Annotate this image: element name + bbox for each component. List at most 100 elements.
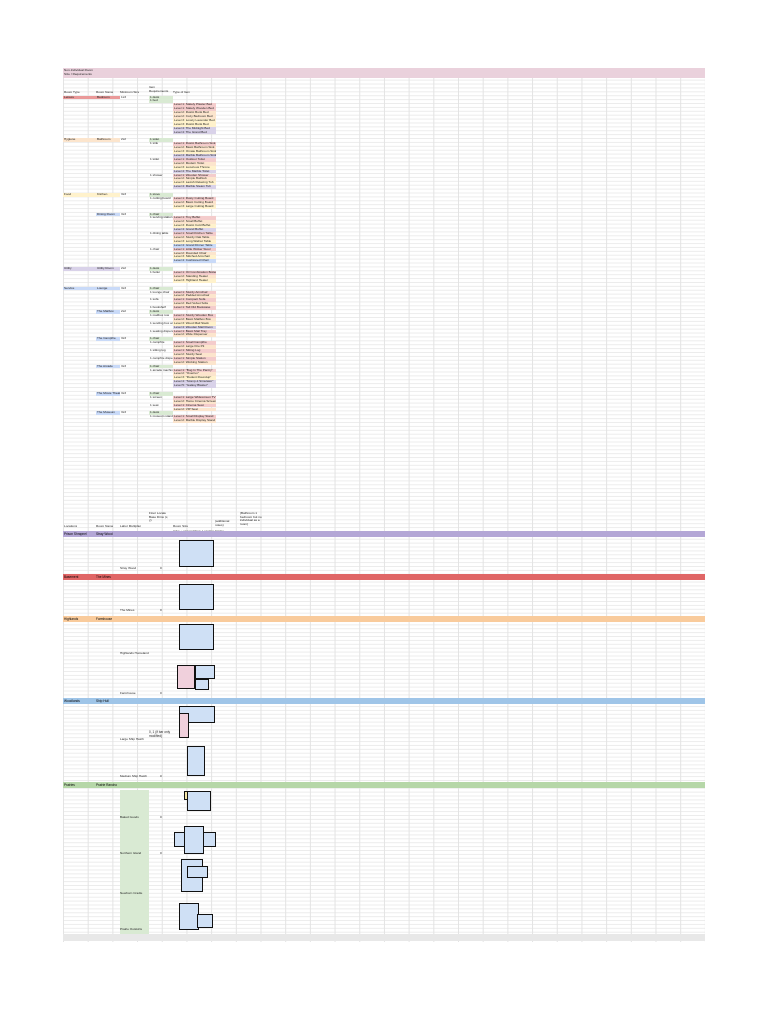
table-cell: 1 desk (149, 411, 173, 416)
location-room-name: The Mines (96, 575, 111, 579)
table-cell: 2x2 (121, 267, 126, 271)
table-cell: Level 5: "Galaxy Blaster" (173, 384, 216, 388)
table-cell: Level 4: Wooden Mail Room (173, 325, 216, 330)
table-cell: 1 chair (149, 337, 173, 342)
room-caption: Northern Island (120, 851, 142, 855)
table-cell: Level 1: Compact Sofa (173, 298, 216, 303)
table-cell: 3x3 (121, 337, 126, 341)
table-cell: 1 desk (149, 267, 173, 271)
location-room-name: Stray Wood (96, 532, 113, 536)
table-cell: Level 1: Tiny Buffet (173, 216, 216, 221)
labor-value: 0 (160, 851, 162, 855)
room-diagram (177, 665, 195, 689)
room-diagram (195, 679, 209, 690)
table-cell: Level 4: The Grand Bed (173, 130, 216, 135)
room-diagram (179, 713, 189, 738)
table-cell: 1 campfire (150, 341, 165, 345)
table-cell: Dining Room (96, 212, 120, 217)
table-cell: Level 2: Rounded Chair (173, 251, 216, 256)
table-cell: Kitchen (96, 193, 120, 197)
location-band-prairies: Prairies Prairie Rancho (63, 782, 705, 788)
table-cell: 1 chair (149, 391, 173, 396)
table-cell (149, 419, 173, 423)
table-cell: Level 3: Rustic Bunk Bed (173, 122, 216, 127)
table-cell: Level 1: Outdoor Toilet (173, 157, 216, 162)
table-cell: 1 bookshelf (150, 306, 166, 310)
table-cell: Level 4: Grand Dinner Table (173, 243, 216, 248)
table-cell: 1 sitting log (150, 349, 166, 352)
table-cell: Level 2: Sturdy Oak Table (173, 235, 216, 240)
location-room-name: Ship Hull (96, 699, 109, 703)
table-cell: Level 2: Modern Toilet (173, 161, 216, 166)
location-band-prison: Prison Shrapnel Stray Wood (63, 531, 705, 537)
table-cell: 1 sofa (150, 298, 159, 302)
table-cell: 1 arcade machine (150, 368, 173, 372)
table-cell: Level 3: Large Cutting Board (173, 204, 216, 209)
table-cell: 1 toilet (149, 138, 173, 143)
table-cell: 3x3 (121, 364, 126, 368)
table-cell: Level 3: Lovely Lavender Bed (173, 118, 216, 123)
header-locations: Locations (64, 525, 78, 528)
table-cell: 1 chair (149, 212, 173, 217)
room-diagram (187, 791, 211, 811)
table-cell: Level 4: "Stomp-it Simulator" (173, 380, 216, 385)
table-cell: 1 seat (150, 403, 159, 407)
table-cell: Lounge (96, 286, 120, 291)
table-cell: Level 1: Rustic Bathroom Sink (173, 142, 216, 147)
table-cell: Level 2: Home Cinema Screen (173, 399, 216, 404)
title-line-2: Size / Requirements (64, 73, 92, 76)
table-cell: Level 2: Simple Bathtub (173, 177, 216, 182)
table-cell: 3x3 (121, 391, 126, 395)
table-cell: The Campfire (96, 337, 120, 342)
table-cell: Level 1: Small Kitchen Table (173, 232, 216, 236)
labor-column-highlight (120, 790, 149, 940)
table-cell: 1 mailbox row (150, 313, 170, 317)
table-cell: Level 1: "Bug In The Pantry" (173, 368, 216, 373)
table-cell: Level 1: Sitting Log (173, 349, 216, 353)
table-cell: Level 1: Stately Wooden Bed (173, 107, 216, 112)
room-diagram (179, 624, 214, 650)
table-cell: 1 toilet (150, 157, 160, 161)
labor-value: 0 (160, 608, 162, 612)
location-room-name: Prairie Rancho (96, 783, 118, 787)
table-cell: 1 sending box area (150, 321, 173, 325)
table-cell: Level 1: Oil Combination Boiler (173, 271, 216, 275)
table-cell: 1 boiler (150, 271, 161, 274)
table-cell: 1 bed (149, 99, 173, 104)
table-cell: Leisure (63, 95, 96, 100)
table-cell: 1 serving station (150, 216, 173, 220)
table-cell: 1 sink (150, 142, 159, 146)
room-diagram (179, 540, 214, 567)
header-lower-room-name: Room Name (96, 525, 114, 528)
table-cell: 3x3 (121, 411, 126, 415)
header-room-size: Room Size (173, 525, 189, 528)
header-item-requirements: Item Requirements (149, 86, 169, 93)
room-caption: Baked Goods (120, 815, 139, 819)
location-name: Basement (64, 575, 79, 579)
room-caption: Highlands Homeland (120, 651, 149, 655)
table-cell: Level 4: The Marble Toilet (173, 169, 216, 174)
table-cell: Level 4: The Midnight Bed (173, 126, 216, 131)
room-diagram (179, 903, 199, 930)
header-type-of-item: Type of Item (173, 91, 191, 94)
table-cell: Level 2: "Overrun" (173, 372, 216, 377)
labor-value: 0 (160, 691, 162, 695)
location-band-highlands: Highlands Farmhouse (63, 616, 705, 622)
room-diagram (184, 826, 204, 854)
header-room-name: Room Name (96, 91, 114, 94)
location-name: Prison Shrapnel (64, 532, 87, 536)
table-cell: Level 4: Marble Bathroom Sink (173, 154, 216, 158)
table-cell: Level 1: Sturdy Armchair (173, 290, 216, 295)
table-cell: 3x3 (121, 212, 126, 216)
table-cell: The Arcade (96, 364, 120, 369)
room-caption: Prairie Outskirts (120, 927, 143, 931)
table-cell: 1 lounge chair (150, 290, 170, 294)
table-cell: Level 1: Rusty Cutting Board (173, 196, 216, 201)
table-cell: The Movie Theatre (96, 391, 120, 396)
location-name: Woodlands (64, 699, 80, 703)
header-bathroom-note: (Bathroom 1 bedroom but no individual as… (240, 512, 262, 526)
table-cell: Level 1: Cinema Seat (173, 403, 216, 408)
room-caption: Newborn Cradle (120, 891, 143, 895)
table-cell: Level 3: Lavish Relaxing Tub (173, 181, 216, 186)
table-cell: Level 2: Large Fire Pit (173, 345, 216, 349)
